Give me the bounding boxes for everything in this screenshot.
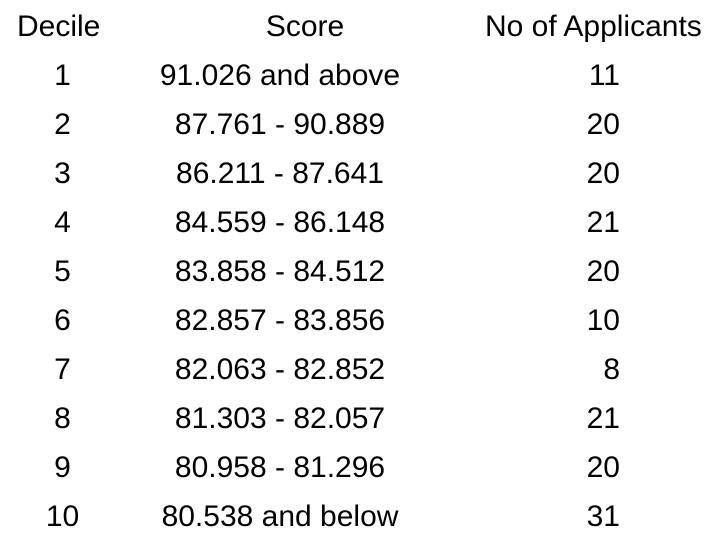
score-cell: 82.063 - 82.852 [174,353,386,386]
applicants-cell: 20 [586,157,620,190]
table-row: 3 86.211 - 87.641 20 [0,149,704,198]
score-cell: 87.761 - 90.889 [174,108,386,141]
applicants-cell: 8 [603,353,620,386]
score-cell: 84.559 - 86.148 [174,206,386,239]
table-row: 4 84.559 - 86.148 21 [0,198,704,247]
decile-cell: 5 [54,255,71,288]
score-cell: 86.211 - 87.641 [176,157,384,190]
applicants-cell: 31 [586,500,620,533]
decile-cell: 3 [54,157,71,190]
decile-cell: 8 [54,402,71,435]
applicants-cell: 20 [586,108,620,141]
score-cell: 91.026 and above [159,59,401,92]
applicants-cell: 20 [586,451,620,484]
decile-cell: 1 [54,59,71,92]
decile-cell: 9 [54,451,71,484]
table-row: 5 83.858 - 84.512 20 [0,247,704,296]
table-row: 10 80.538 and below 31 [0,492,704,541]
header-score: Score [265,10,345,43]
decile-cell: 7 [54,353,71,386]
decile-cell: 2 [54,108,71,141]
decile-cell: 4 [54,206,71,239]
header-row: Decile Score No of Applicants [0,2,704,51]
table-row: 1 91.026 and above 11 [0,51,704,100]
applicants-cell: 20 [586,255,620,288]
table-row: 6 82.857 - 83.856 10 [0,296,704,345]
score-cell: 80.538 and below [161,500,399,533]
score-cell: 80.958 - 81.296 [174,451,386,484]
applicants-cell: 11 [588,59,620,92]
score-cell: 83.858 - 84.512 [174,255,386,288]
score-cell: 82.857 - 83.856 [174,304,386,337]
table-row: 8 81.303 - 82.057 21 [0,394,704,443]
table-row: 9 80.958 - 81.296 20 [0,443,704,492]
header-applicants: No of Applicants [485,10,702,43]
applicants-cell: 21 [586,206,620,239]
decile-cell: 10 [45,500,80,533]
applicants-cell: 21 [586,402,620,435]
applicants-cell: 10 [586,304,620,337]
decile-cell: 6 [54,304,71,337]
header-decile: Decile [17,10,101,43]
table-row: 2 87.761 - 90.889 20 [0,100,704,149]
score-cell: 81.303 - 82.057 [174,402,386,435]
table-row: 7 82.063 - 82.852 8 [0,345,704,394]
